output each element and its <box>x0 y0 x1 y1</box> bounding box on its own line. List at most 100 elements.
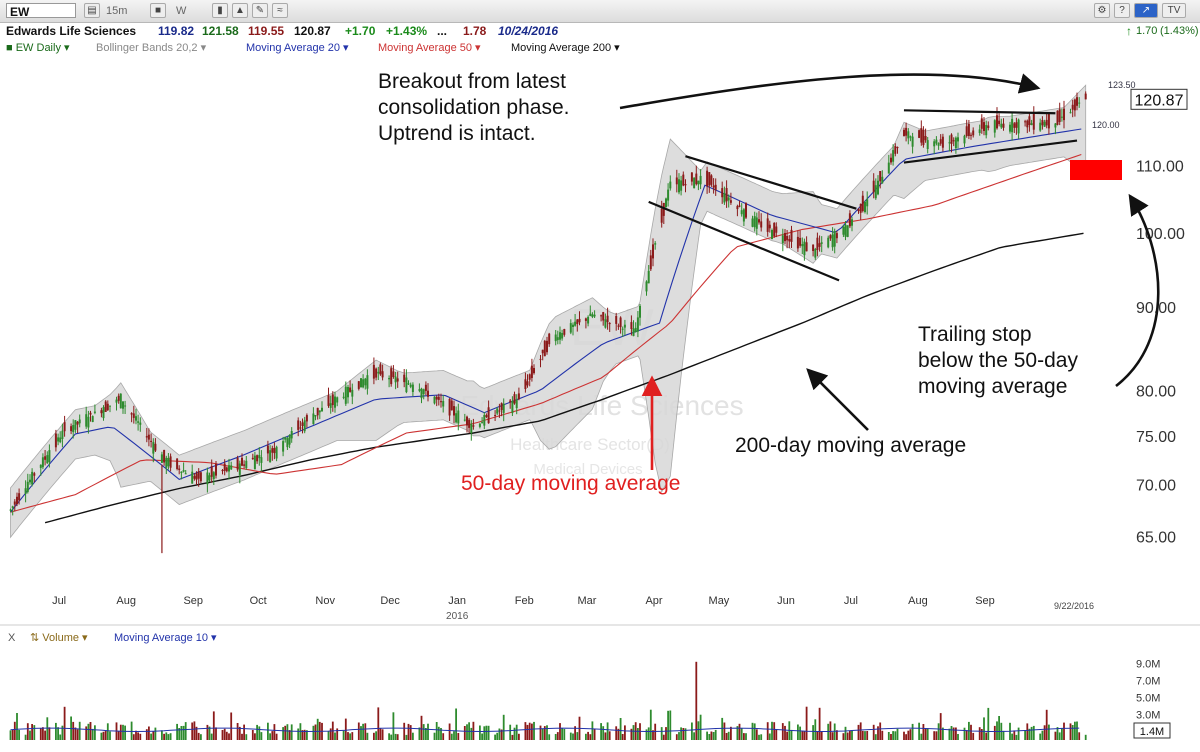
volume-legend-label[interactable]: ⇅ Volume ▾ <box>30 632 88 644</box>
price-candle <box>195 471 198 485</box>
volume-bar <box>412 732 414 740</box>
price-candle <box>388 375 391 388</box>
volume-bar <box>145 729 148 740</box>
candle-body <box>799 237 802 246</box>
price-candle <box>424 381 427 396</box>
legend-ma200[interactable]: Moving Average 200 ▾ <box>511 42 620 54</box>
volume-bar <box>585 733 587 740</box>
draw-icon[interactable]: ✎ <box>252 3 268 18</box>
volume-bar <box>245 734 248 740</box>
price-candle <box>117 393 120 404</box>
candle-body <box>258 455 261 459</box>
price-candle <box>967 120 970 140</box>
volume-bar <box>593 728 596 740</box>
price-candle <box>952 137 955 147</box>
candle-body <box>985 125 988 136</box>
price-candle <box>725 180 728 208</box>
volume-bar <box>790 729 793 740</box>
daily-icon[interactable]: ■ <box>150 3 166 18</box>
candle-body <box>124 405 127 407</box>
price-candle <box>483 412 486 430</box>
candle-body <box>453 406 455 416</box>
price-candle <box>697 180 700 191</box>
candle-body <box>145 436 148 438</box>
price-candle <box>104 400 107 412</box>
candle-body <box>455 413 458 423</box>
period-select[interactable]: W <box>176 5 187 17</box>
price-candle <box>321 401 323 412</box>
candle-body <box>645 281 648 292</box>
candle-body <box>608 323 611 325</box>
price-candle <box>911 132 914 154</box>
legend-ma50[interactable]: Moving Average 50 ▾ <box>378 42 481 54</box>
volume-bar <box>215 727 217 740</box>
price-candle <box>790 225 793 248</box>
volume-bar <box>753 723 756 740</box>
volume-bar <box>814 719 817 740</box>
volume-bar <box>117 731 120 740</box>
candle-body <box>572 324 574 327</box>
candle-icon[interactable]: ▮ <box>212 3 228 18</box>
close-volume-button[interactable]: X <box>8 632 16 644</box>
price-candle <box>59 431 62 444</box>
candle-body <box>266 445 269 454</box>
price-candle <box>245 456 248 470</box>
volume-bar <box>33 725 36 740</box>
candle-body <box>427 390 429 397</box>
volume-bar <box>148 726 150 740</box>
candle-body <box>887 162 890 174</box>
volume-bar <box>26 723 29 740</box>
price-candle <box>266 440 269 462</box>
volume-bar <box>169 733 172 740</box>
candle-body <box>965 126 968 136</box>
price-candle <box>191 464 194 484</box>
price-candle <box>466 415 468 433</box>
legend-ma20[interactable]: Moving Average 20 ▾ <box>246 42 349 54</box>
volume-bar <box>710 731 713 740</box>
compare-icon[interactable]: ▲ <box>232 3 248 18</box>
price-candle <box>948 135 951 152</box>
volume-bar <box>740 728 743 740</box>
legend-ew-daily[interactable]: ■ EW Daily ▾ <box>6 42 70 54</box>
trailing-stop-annotation: below the 50-day <box>918 349 1078 372</box>
indicator-icon[interactable]: ≈ <box>272 3 288 18</box>
candle-body <box>122 401 124 409</box>
price-candle <box>318 410 321 420</box>
candle-body <box>396 378 399 382</box>
legend-bollinger[interactable]: Bollinger Bands 20,2 ▾ <box>96 42 207 54</box>
interval-select[interactable]: 15m <box>106 5 128 17</box>
share-icon[interactable]: ↗ <box>1134 3 1158 18</box>
tv-icon[interactable]: TV <box>1162 3 1186 18</box>
candle-body <box>381 371 384 378</box>
candle-body <box>435 396 438 400</box>
volume-bar <box>1015 734 1018 740</box>
price-candle <box>937 142 940 150</box>
volume-bar <box>591 721 594 740</box>
candle-body <box>970 134 972 136</box>
symbol-input[interactable]: EW <box>6 3 76 19</box>
candle-body <box>805 242 808 252</box>
volume-bar <box>407 723 410 740</box>
candle-body <box>511 401 514 414</box>
candle-body <box>578 318 581 323</box>
candle-body <box>517 393 520 400</box>
volume-bar <box>74 727 77 740</box>
bar-chart-icon[interactable]: ▤ <box>84 3 100 18</box>
candle-body <box>241 457 243 466</box>
price-candle <box>230 461 233 470</box>
candle-body <box>54 433 57 448</box>
price-candle <box>665 197 667 208</box>
gear-icon[interactable]: ⚙ <box>1094 3 1110 18</box>
volume-ma-legend[interactable]: Moving Average 10 ▾ <box>114 632 217 644</box>
price-candle <box>1030 119 1033 126</box>
candle-body <box>299 427 302 429</box>
help-icon[interactable]: ? <box>1114 3 1130 18</box>
volume-bar <box>154 727 157 740</box>
candle-body <box>392 371 395 377</box>
candle-body <box>848 213 851 227</box>
volume-bar <box>543 726 546 740</box>
candle-body <box>481 422 484 424</box>
y-tick-label: 80.00 <box>1136 383 1176 400</box>
candle-body <box>820 242 823 244</box>
